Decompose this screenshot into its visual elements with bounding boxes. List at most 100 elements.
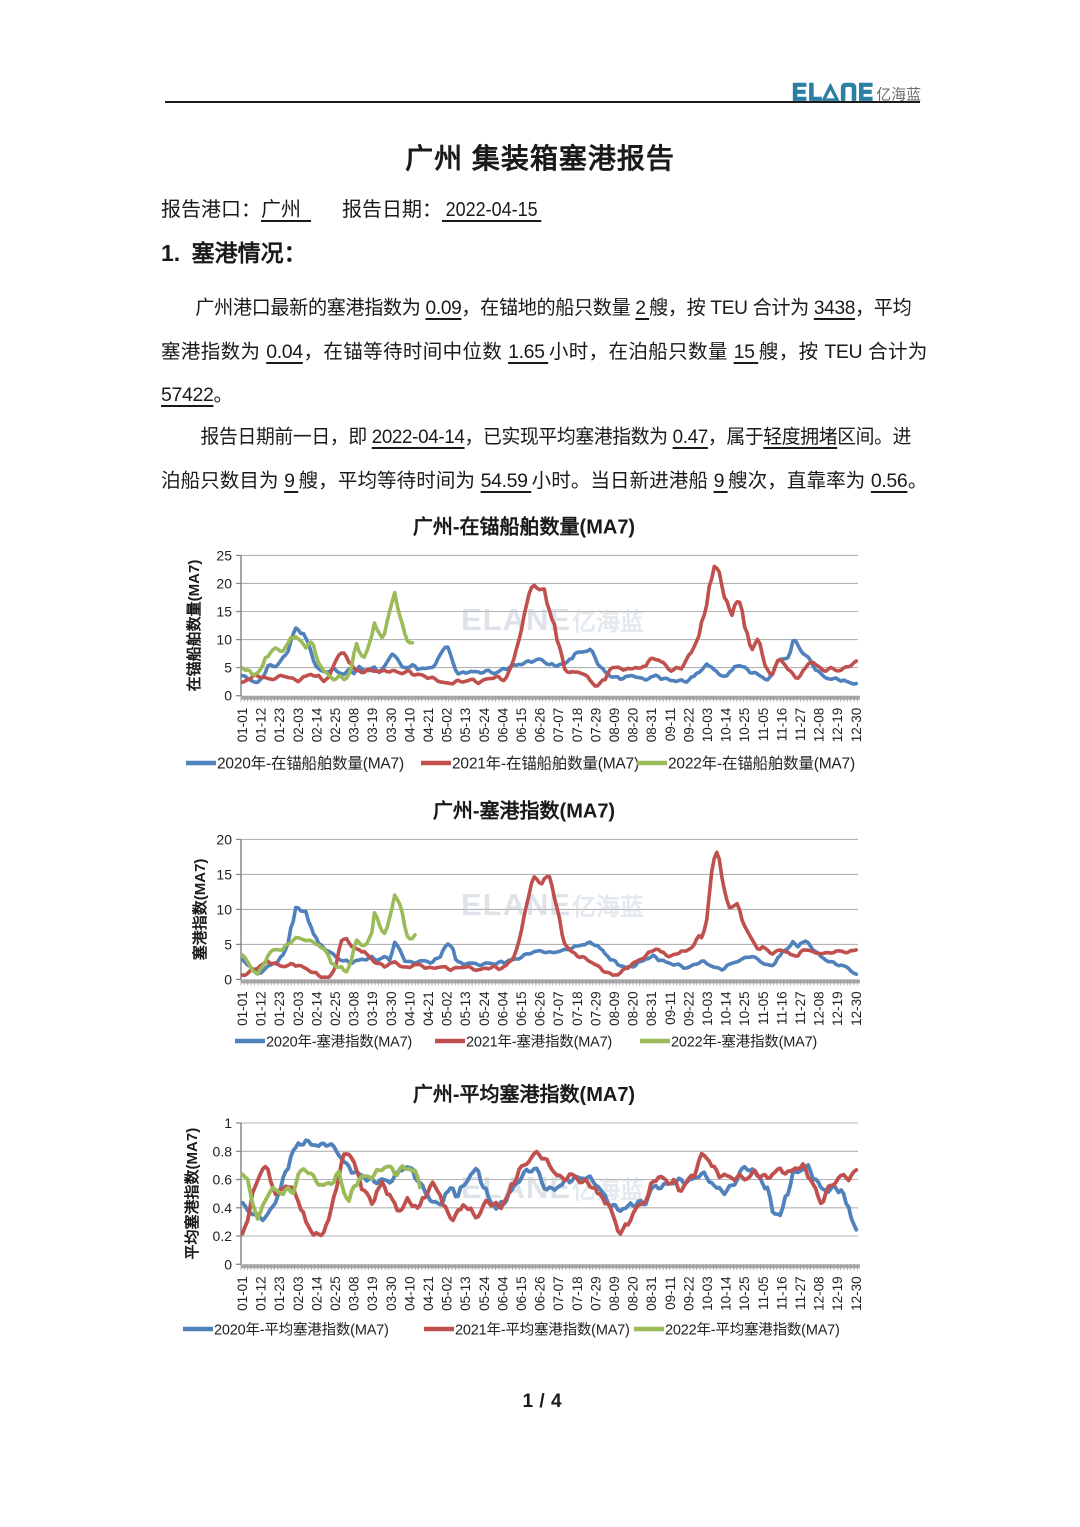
svg-text:05-02: 05-02: [440, 708, 455, 743]
svg-text:01-01: 01-01: [235, 991, 250, 1026]
svg-text:15: 15: [216, 866, 232, 882]
svg-text:25: 25: [216, 547, 232, 563]
svg-text:01-12: 01-12: [254, 1276, 269, 1311]
svg-text:亿海蓝: 亿海蓝: [572, 608, 644, 636]
svg-text:0.4: 0.4: [213, 1200, 233, 1216]
svg-text:12-30: 12-30: [849, 991, 864, 1026]
svg-text:03-19: 03-19: [365, 991, 380, 1026]
svg-text:03-08: 03-08: [347, 1276, 362, 1311]
svg-text:08-31: 08-31: [644, 708, 659, 743]
svg-text:0: 0: [224, 688, 232, 704]
svg-text:2021年-在锚船舶数量(MA7): 2021年-在锚船舶数量(MA7): [452, 755, 639, 773]
svg-text:0.8: 0.8: [213, 1143, 233, 1159]
svg-text:07-07: 07-07: [551, 1276, 566, 1311]
svg-text:06-26: 06-26: [533, 708, 548, 743]
svg-text:08-09: 08-09: [607, 708, 622, 743]
svg-text:20: 20: [216, 575, 232, 591]
svg-text:11-27: 11-27: [793, 708, 808, 742]
svg-text:02-03: 02-03: [291, 708, 306, 743]
svg-text:07-18: 07-18: [570, 1276, 585, 1311]
svg-text:广州-在锚船舶数量(MA7): 广州-在锚船舶数量(MA7): [413, 514, 635, 538]
svg-text:05-13: 05-13: [458, 1276, 473, 1311]
svg-text:06-15: 06-15: [514, 708, 529, 743]
svg-text:01-23: 01-23: [272, 1276, 287, 1311]
svg-text:2021年-塞港指数(MA7): 2021年-塞港指数(MA7): [466, 1033, 612, 1051]
svg-text:02-14: 02-14: [309, 1276, 324, 1311]
svg-text:05-13: 05-13: [458, 708, 473, 743]
svg-text:11-27: 11-27: [793, 991, 808, 1025]
svg-text:02-25: 02-25: [328, 1276, 343, 1311]
svg-text:09-22: 09-22: [681, 1276, 696, 1311]
svg-text:03-08: 03-08: [347, 708, 362, 743]
svg-text:01-23: 01-23: [272, 991, 287, 1026]
svg-text:04-21: 04-21: [421, 991, 436, 1026]
svg-text:0.2: 0.2: [213, 1228, 233, 1244]
svg-text:03-30: 03-30: [384, 1276, 399, 1311]
svg-text:03-30: 03-30: [384, 991, 399, 1026]
svg-text:广州-平均塞港指数(MA7): 广州-平均塞港指数(MA7): [413, 1082, 635, 1106]
svg-text:10-25: 10-25: [737, 991, 752, 1026]
svg-text:11-27: 11-27: [793, 1276, 808, 1310]
svg-text:10-03: 10-03: [700, 1276, 715, 1311]
svg-text:02-03: 02-03: [291, 991, 306, 1026]
svg-text:08-20: 08-20: [626, 1276, 641, 1311]
svg-text:12-30: 12-30: [849, 708, 864, 743]
svg-text:02-25: 02-25: [328, 991, 343, 1026]
svg-text:06-26: 06-26: [533, 1276, 548, 1311]
svg-text:11-16: 11-16: [774, 708, 789, 742]
svg-text:05-13: 05-13: [458, 991, 473, 1026]
svg-text:5: 5: [224, 936, 232, 952]
svg-text:03-19: 03-19: [365, 708, 380, 743]
svg-text:01-12: 01-12: [254, 708, 269, 743]
svg-text:2021年-平均塞港指数(MA7): 2021年-平均塞港指数(MA7): [455, 1321, 630, 1339]
svg-text:06-04: 06-04: [495, 1276, 510, 1311]
svg-text:亿海蓝: 亿海蓝: [876, 87, 921, 104]
svg-text:12-19: 12-19: [830, 991, 845, 1026]
svg-text:04-10: 04-10: [402, 991, 417, 1026]
svg-text:亿海蓝: 亿海蓝: [572, 893, 644, 921]
svg-text:08-09: 08-09: [607, 1276, 622, 1311]
svg-text:06-04: 06-04: [495, 991, 510, 1026]
svg-text:11-16: 11-16: [774, 991, 789, 1025]
svg-text:2022年-在锚船舶数量(MA7): 2022年-在锚船舶数量(MA7): [668, 755, 855, 773]
svg-text:07-29: 07-29: [588, 708, 603, 743]
svg-text:05-02: 05-02: [440, 991, 455, 1026]
svg-text:2022年-平均塞港指数(MA7): 2022年-平均塞港指数(MA7): [665, 1321, 840, 1339]
svg-text:10-14: 10-14: [719, 1276, 734, 1311]
svg-text:06-04: 06-04: [495, 707, 510, 742]
svg-text:07-29: 07-29: [588, 991, 603, 1026]
svg-text:11-05: 11-05: [756, 991, 771, 1025]
svg-text:07-07: 07-07: [551, 708, 566, 743]
svg-text:12-30: 12-30: [849, 1276, 864, 1311]
svg-text:03-08: 03-08: [347, 991, 362, 1026]
svg-text:05-24: 05-24: [477, 707, 492, 742]
svg-text:09-11: 09-11: [663, 991, 678, 1025]
svg-text:06-15: 06-15: [514, 1276, 529, 1311]
svg-text:08-09: 08-09: [607, 991, 622, 1026]
svg-text:广州-塞港指数(MA7): 广州-塞港指数(MA7): [433, 798, 615, 822]
svg-text:01-23: 01-23: [272, 708, 287, 743]
svg-text:10-03: 10-03: [700, 708, 715, 743]
svg-text:04-10: 04-10: [402, 708, 417, 743]
svg-text:09-22: 09-22: [681, 708, 696, 743]
svg-text:10-14: 10-14: [719, 707, 734, 742]
svg-text:07-18: 07-18: [570, 991, 585, 1026]
svg-text:06-15: 06-15: [514, 991, 529, 1026]
svg-text:10-03: 10-03: [700, 991, 715, 1026]
svg-text:15: 15: [216, 604, 232, 620]
svg-text:12-08: 12-08: [812, 1276, 827, 1311]
svg-text:12-08: 12-08: [812, 991, 827, 1026]
svg-text:10: 10: [216, 901, 232, 917]
svg-text:09-11: 09-11: [663, 708, 678, 742]
svg-text:01-01: 01-01: [235, 708, 250, 743]
svg-text:0.6: 0.6: [213, 1172, 233, 1188]
svg-text:02-14: 02-14: [309, 991, 324, 1026]
svg-text:05-24: 05-24: [477, 1276, 492, 1311]
svg-text:09-22: 09-22: [681, 991, 696, 1026]
svg-text:05-02: 05-02: [440, 1276, 455, 1311]
svg-text:0: 0: [224, 1256, 232, 1272]
svg-text:12-19: 12-19: [830, 708, 845, 743]
svg-text:07-07: 07-07: [551, 991, 566, 1026]
svg-text:04-10: 04-10: [402, 1276, 417, 1311]
svg-text:10-14: 10-14: [719, 991, 734, 1026]
